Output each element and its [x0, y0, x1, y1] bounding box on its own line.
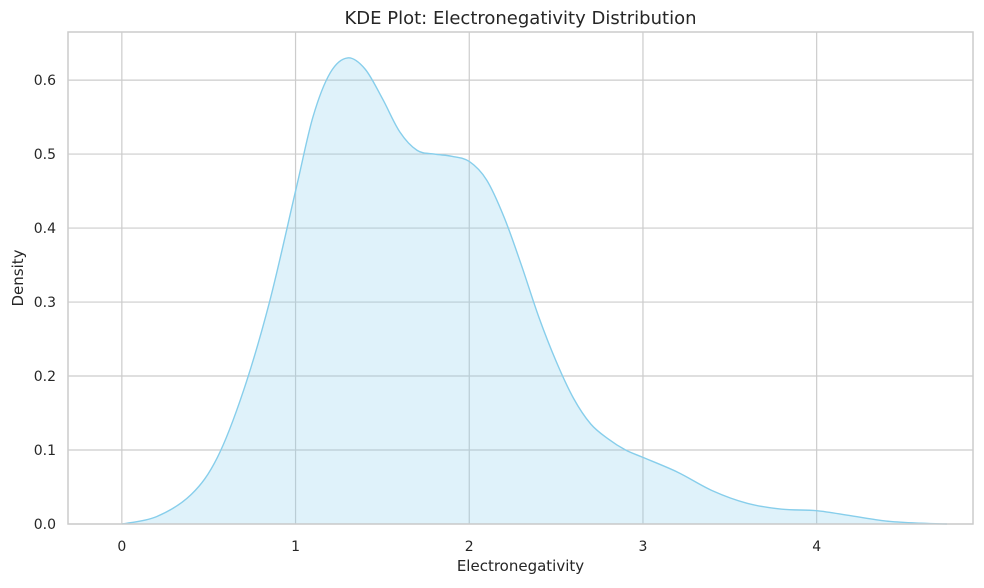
y-tick-label: 0.6 [34, 73, 56, 89]
series-layer [121, 57, 947, 525]
tick-labels: 0 1 2 3 4 0.0 0.1 0.2 0.3 0.4 0.5 0.6 [34, 73, 821, 555]
y-tick-label: 0.3 [34, 295, 56, 311]
x-tick-label: 0 [117, 539, 126, 555]
y-tick-label: 0.5 [34, 147, 56, 163]
y-tick-label: 0.1 [34, 443, 56, 459]
y-axis-label: Density [9, 249, 27, 306]
x-tick-label: 1 [291, 539, 300, 555]
y-tick-label: 0.2 [34, 369, 56, 385]
y-tick-label: 0.0 [34, 517, 56, 533]
plot-frame [67, 31, 974, 525]
y-tick-label: 0.4 [34, 221, 56, 237]
x-tick-label: 4 [812, 539, 821, 555]
kde-area-fill [121, 57, 947, 525]
x-tick-label: 2 [465, 539, 474, 555]
chart-title: KDE Plot: Electronegativity Distribution [345, 8, 697, 29]
x-axis-label: Electronegativity [457, 557, 584, 575]
kde-density-line [121, 57, 947, 525]
x-tick-label: 3 [639, 539, 648, 555]
